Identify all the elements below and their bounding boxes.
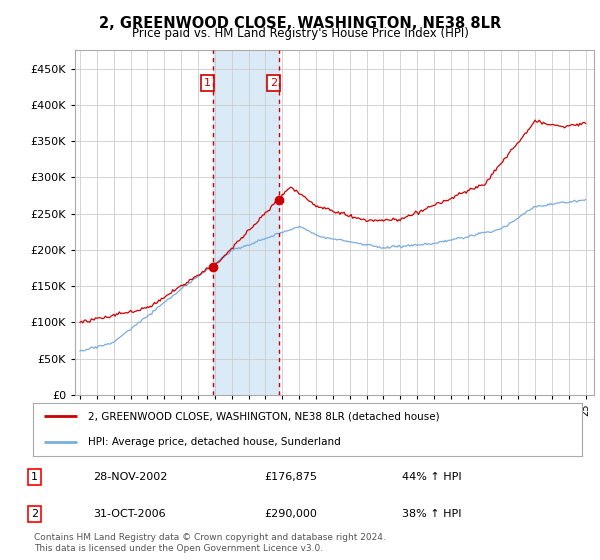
Text: Contains HM Land Registry data © Crown copyright and database right 2024.
This d: Contains HM Land Registry data © Crown c…: [34, 533, 386, 553]
Text: 2: 2: [270, 78, 277, 88]
Text: 28-NOV-2002: 28-NOV-2002: [93, 472, 167, 482]
Text: 38% ↑ HPI: 38% ↑ HPI: [402, 509, 461, 519]
Text: 1: 1: [31, 472, 38, 482]
Text: £290,000: £290,000: [264, 509, 317, 519]
Text: £176,875: £176,875: [264, 472, 317, 482]
Text: HPI: Average price, detached house, Sunderland: HPI: Average price, detached house, Sund…: [88, 436, 341, 446]
Text: 2: 2: [31, 509, 38, 519]
Text: 44% ↑ HPI: 44% ↑ HPI: [402, 472, 461, 482]
Text: 2, GREENWOOD CLOSE, WASHINGTON, NE38 8LR (detached house): 2, GREENWOOD CLOSE, WASHINGTON, NE38 8LR…: [88, 412, 440, 422]
Text: 1: 1: [204, 78, 211, 88]
Text: Price paid vs. HM Land Registry's House Price Index (HPI): Price paid vs. HM Land Registry's House …: [131, 27, 469, 40]
Text: 31-OCT-2006: 31-OCT-2006: [93, 509, 166, 519]
Bar: [213, 50, 280, 395]
Text: 2, GREENWOOD CLOSE, WASHINGTON, NE38 8LR: 2, GREENWOOD CLOSE, WASHINGTON, NE38 8LR: [99, 16, 501, 31]
